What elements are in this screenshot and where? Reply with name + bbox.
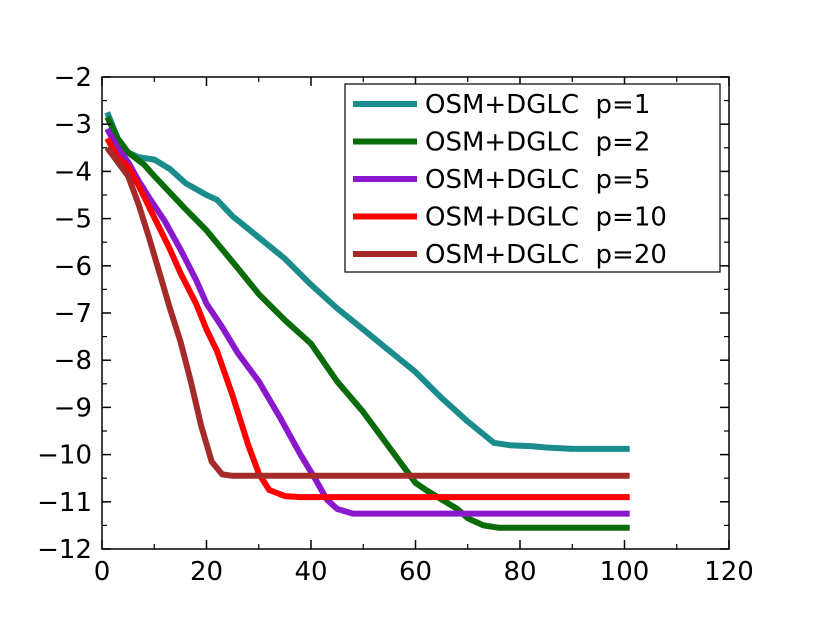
axes-layer: 0 20 40 60 80 100 120 −2 −3 −4 −5 −6 −7 −8 −9 −10 −11 −12 [37,63,754,587]
x-tick-label: 20 [190,557,223,587]
y-tick-label: −11 [37,488,92,518]
y-tick-label: −7 [54,299,92,329]
series-line-1 [104,111,630,452]
series-line-4 [104,136,630,501]
y-tick-label: −8 [54,346,92,376]
series-line-2 [104,115,630,531]
x-tick-label: 60 [399,557,432,587]
series-line-3 [104,127,630,517]
y-tick-label: −12 [37,535,92,565]
y-tick-label: −6 [54,252,92,282]
legend-label-2: OSM+DGLC p=2 [425,128,650,158]
x-tick-label: 80 [503,557,536,587]
y-tick-label: −3 [54,110,92,140]
y-tick-label: −10 [37,441,92,471]
x-tick-label: 120 [704,557,754,587]
y-tick-label: −2 [54,63,92,93]
legend-label-3: OSM+DGLC p=5 [425,165,650,195]
x-tick-label: 0 [94,557,111,587]
x-tick-label: 100 [600,557,650,587]
y-tick-label: −9 [54,393,92,423]
series-line-5 [104,146,630,479]
series-layer [104,111,630,531]
legend-label-1: OSM+DGLC p=1 [425,90,650,120]
legend-label-5: OSM+DGLC p=20 [425,240,667,270]
y-tick-label: −4 [54,157,92,187]
legend-label-4: OSM+DGLC p=10 [425,203,667,233]
y-tick-label: −5 [54,205,92,235]
legend: OSM+DGLC p=1 OSM+DGLC p=2 OSM+DGLC p=5 OSM+… [344,83,721,273]
x-tick-label: 40 [294,557,327,587]
